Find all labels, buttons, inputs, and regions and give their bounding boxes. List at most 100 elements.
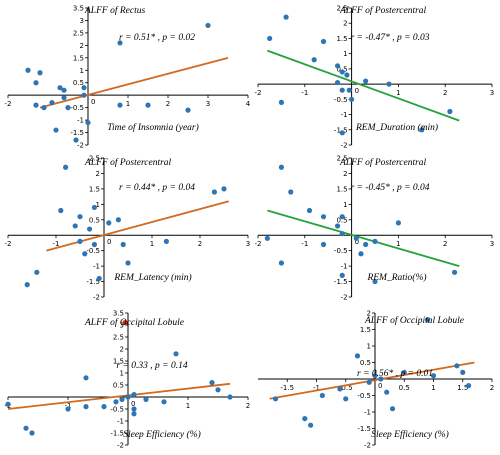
x-tick-label: -1	[313, 384, 320, 392]
regression-line	[269, 361, 475, 400]
data-point	[65, 406, 71, 412]
data-point	[61, 95, 67, 101]
data-point	[49, 100, 55, 106]
y-tick-label: 2.5	[336, 5, 347, 13]
x-tick-label: 2	[443, 240, 447, 248]
y-tick-label: -0.5	[334, 247, 348, 255]
data-point	[267, 35, 273, 42]
x-tick-label: 3	[206, 100, 210, 108]
y-tick-label: 1.5	[89, 185, 100, 193]
data-point	[77, 238, 83, 244]
scatter-panel-4: -2 -1 1 2 3 2.5 2 1.5 1 0.5 -0.5 -1 -1.5 -2 0 ALFF of P…	[255, 155, 495, 302]
scatter-panel-3: -2 -1 1 2 3 2.5 2 1.5 1 0.5 -0.5 -1 -1.5 -2 0 ALFF of P…	[5, 155, 251, 302]
x-tick-label: -1	[301, 89, 308, 97]
data-point	[82, 251, 88, 257]
data-point	[320, 214, 327, 220]
y-tick-label: -2	[341, 142, 348, 150]
data-point	[278, 164, 284, 170]
y-tick-label: 3.5	[113, 310, 124, 318]
data-point	[41, 105, 47, 111]
data-point	[81, 85, 87, 91]
y-tick-label: 0.5	[73, 79, 84, 87]
data-point	[288, 189, 294, 195]
x-tick-label: 2	[166, 100, 170, 108]
highlighted-data-point	[122, 320, 128, 326]
y-tick-label: -2	[341, 294, 348, 302]
x-tick-label: 2	[198, 240, 202, 248]
data-point	[451, 269, 458, 275]
data-point	[278, 260, 284, 266]
data-point	[163, 238, 169, 244]
data-point	[143, 396, 149, 402]
x-tick-label: -2	[255, 240, 262, 248]
data-point	[363, 78, 369, 84]
x-tick-label: 1	[396, 89, 400, 97]
data-point	[339, 214, 345, 220]
x-tick-label: 3	[490, 89, 494, 97]
data-point	[384, 389, 390, 395]
data-point	[354, 353, 361, 359]
data-point	[125, 260, 131, 266]
scatter-panel-6: -1.5 -1 -0.5 0.5 1 1.5 2 2 1.5 1 0.5 -0.5 -1 -1.5 -2 0 A…	[258, 310, 494, 450]
x-tick-label: -1.5	[280, 384, 294, 392]
x-axis-label: Sleep Efficiency (%)	[371, 429, 449, 440]
data-point	[344, 72, 350, 78]
y-tick-label: -1	[117, 418, 124, 426]
y-tick-label: -2	[364, 442, 371, 450]
regression-line	[46, 200, 230, 252]
data-point	[278, 99, 284, 105]
data-point	[306, 207, 313, 214]
data-point	[131, 392, 137, 398]
y-tick-label: 1	[120, 370, 124, 378]
y-tick-label: 2.5	[89, 155, 100, 163]
data-point	[24, 282, 30, 288]
data-point	[106, 220, 112, 226]
y-tick-label: -1	[364, 409, 371, 417]
y-tick-label: -1	[77, 117, 84, 125]
y-tick-label: 0.5	[336, 216, 347, 224]
y-tick-label: 0.5	[113, 382, 124, 390]
data-point	[215, 387, 221, 393]
data-point	[83, 375, 89, 381]
y-tick-label: -2	[77, 142, 84, 150]
origin-tick-label: 0	[355, 87, 359, 95]
correlation-stat: r = 0.44* , p = 0.04	[119, 183, 195, 193]
correlation-stat: r = 0.56* , p = 0.01	[357, 369, 433, 379]
data-point	[131, 406, 137, 412]
correlation-stat: r = -0.45* , p = 0.04	[350, 183, 429, 193]
y-tick-label: 0.5	[360, 359, 371, 367]
correlation-stat: r = -0.47* , p = 0.03	[350, 33, 429, 43]
panel-title: ALFF of Occipital Lobule	[84, 317, 184, 328]
x-axis-label: Time of Insomnia (year)	[107, 122, 199, 133]
correlation-stat: r = 0.33 , p = 0.14	[116, 361, 187, 371]
data-point	[117, 102, 123, 108]
x-tick-label: 1	[150, 240, 154, 248]
data-point	[115, 217, 121, 223]
x-axis-label: REM_Duration (min)	[355, 122, 438, 133]
y-tick-label: 3	[80, 17, 84, 25]
panel-title: ALFF of Postercentral	[339, 157, 427, 168]
y-tick-label: 2	[96, 170, 100, 178]
data-point	[302, 416, 308, 422]
panel-title: ALFF of Rectus	[84, 5, 145, 16]
y-tick-label: -2	[117, 442, 124, 450]
data-point	[343, 396, 349, 402]
data-point	[339, 87, 345, 93]
x-axis-label: Sleep Efficiency (%)	[123, 429, 201, 440]
y-tick-label: 3	[120, 322, 124, 330]
data-point	[339, 69, 345, 75]
y-tick-label: -1.5	[86, 278, 100, 286]
data-point	[113, 399, 119, 405]
x-tick-label: -1	[53, 240, 60, 248]
y-tick-label: 1.5	[73, 54, 84, 62]
data-point	[353, 235, 359, 241]
data-point	[25, 67, 31, 73]
data-point	[120, 241, 126, 248]
data-point	[346, 87, 352, 93]
y-tick-label: -0.5	[357, 392, 371, 400]
data-point	[77, 214, 83, 220]
y-tick-label: 1.5	[113, 358, 124, 366]
regression-line	[7, 382, 231, 410]
x-tick-label: 1.5	[457, 384, 468, 392]
